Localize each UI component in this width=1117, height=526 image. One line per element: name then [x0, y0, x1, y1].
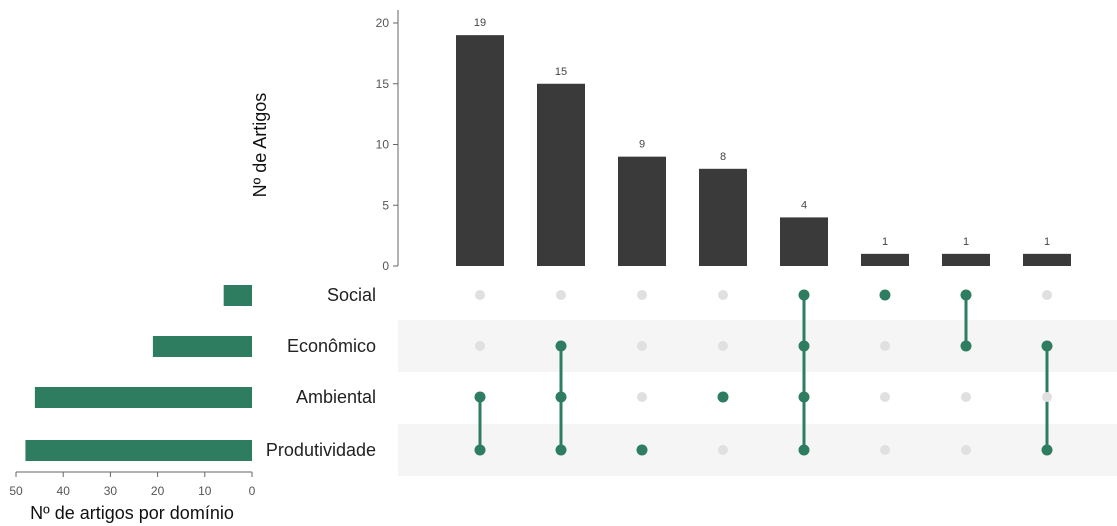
matrix-dot-active	[1041, 340, 1053, 352]
matrix-dot-inactive	[637, 392, 647, 402]
set-size-bar	[25, 440, 252, 461]
bar-value-label: 4	[801, 199, 807, 211]
matrix-dot-active	[879, 289, 891, 301]
y-tick-label: 5	[382, 198, 389, 212]
matrix-dot-inactive	[1042, 392, 1052, 402]
x-tick-label: 10	[198, 484, 212, 498]
set-size-axis-title: Nº de artigos por domínio	[30, 503, 234, 523]
matrix-dot-inactive	[718, 341, 728, 351]
matrix-dot-inactive	[961, 445, 971, 455]
x-tick-label: 0	[249, 484, 256, 498]
x-tick-label: 30	[104, 484, 118, 498]
intersection-axis-title: Nº de Artigos	[250, 93, 270, 198]
matrix-dot-active	[474, 444, 486, 456]
matrix-row-stripe	[398, 320, 1117, 372]
matrix-dot-active	[1041, 444, 1053, 456]
matrix-dot-inactive	[556, 290, 566, 300]
y-tick-label: 10	[376, 138, 390, 152]
bar-value-label: 19	[474, 17, 486, 29]
bar-value-label: 1	[1044, 236, 1050, 248]
matrix-dot-active	[798, 289, 810, 301]
matrix-dot-inactive	[880, 445, 890, 455]
x-tick-label: 50	[9, 484, 23, 498]
y-tick-label: 0	[382, 259, 389, 273]
set-size-bar	[34, 387, 252, 408]
set-label: Econômico	[287, 336, 376, 356]
intersection-bar	[861, 253, 909, 266]
matrix-dot-inactive	[880, 392, 890, 402]
matrix-dot-inactive	[637, 341, 647, 351]
matrix-dot-active	[555, 340, 567, 352]
bar-value-label: 1	[963, 236, 969, 248]
intersection-bar	[780, 217, 828, 266]
intersection-bar	[942, 253, 990, 266]
intersection-bar	[699, 168, 747, 266]
matrix-dot-inactive	[718, 290, 728, 300]
matrix-dot-active	[717, 391, 729, 403]
matrix-dot-active	[555, 444, 567, 456]
matrix-dot-active	[798, 391, 810, 403]
matrix-dot-inactive	[475, 290, 485, 300]
set-label: Produtividade	[266, 440, 376, 460]
matrix-dot-inactive	[475, 341, 485, 351]
matrix-dot-inactive	[637, 290, 647, 300]
x-tick-label: 40	[57, 484, 71, 498]
set-label: Social	[327, 285, 376, 305]
matrix-dot-active	[960, 340, 972, 352]
bar-value-label: 15	[555, 66, 567, 78]
matrix-dot-active	[636, 444, 648, 456]
matrix-dot-inactive	[1042, 290, 1052, 300]
bar-value-label: 8	[720, 151, 726, 163]
intersection-bar	[456, 35, 504, 267]
bar-value-label: 9	[639, 139, 645, 151]
bar-value-label: 1	[882, 236, 888, 248]
set-size-bar	[152, 336, 252, 357]
matrix-dot-active	[960, 289, 972, 301]
intersection-bar	[618, 156, 666, 266]
matrix-dot-active	[798, 340, 810, 352]
set-label: Ambiental	[296, 387, 376, 407]
matrix-dot-inactive	[880, 341, 890, 351]
y-tick-label: 15	[376, 77, 390, 91]
matrix-row-stripe	[398, 424, 1117, 476]
intersection-bar	[1023, 253, 1071, 266]
y-tick-label: 20	[376, 16, 390, 30]
matrix-dot-inactive	[961, 392, 971, 402]
matrix-dot-active	[798, 444, 810, 456]
matrix-dot-active	[474, 391, 486, 403]
matrix-dot-inactive	[718, 445, 728, 455]
x-tick-label: 20	[151, 484, 165, 498]
intersection-bar	[537, 83, 585, 266]
set-size-bar	[223, 285, 252, 306]
matrix-dot-active	[555, 391, 567, 403]
